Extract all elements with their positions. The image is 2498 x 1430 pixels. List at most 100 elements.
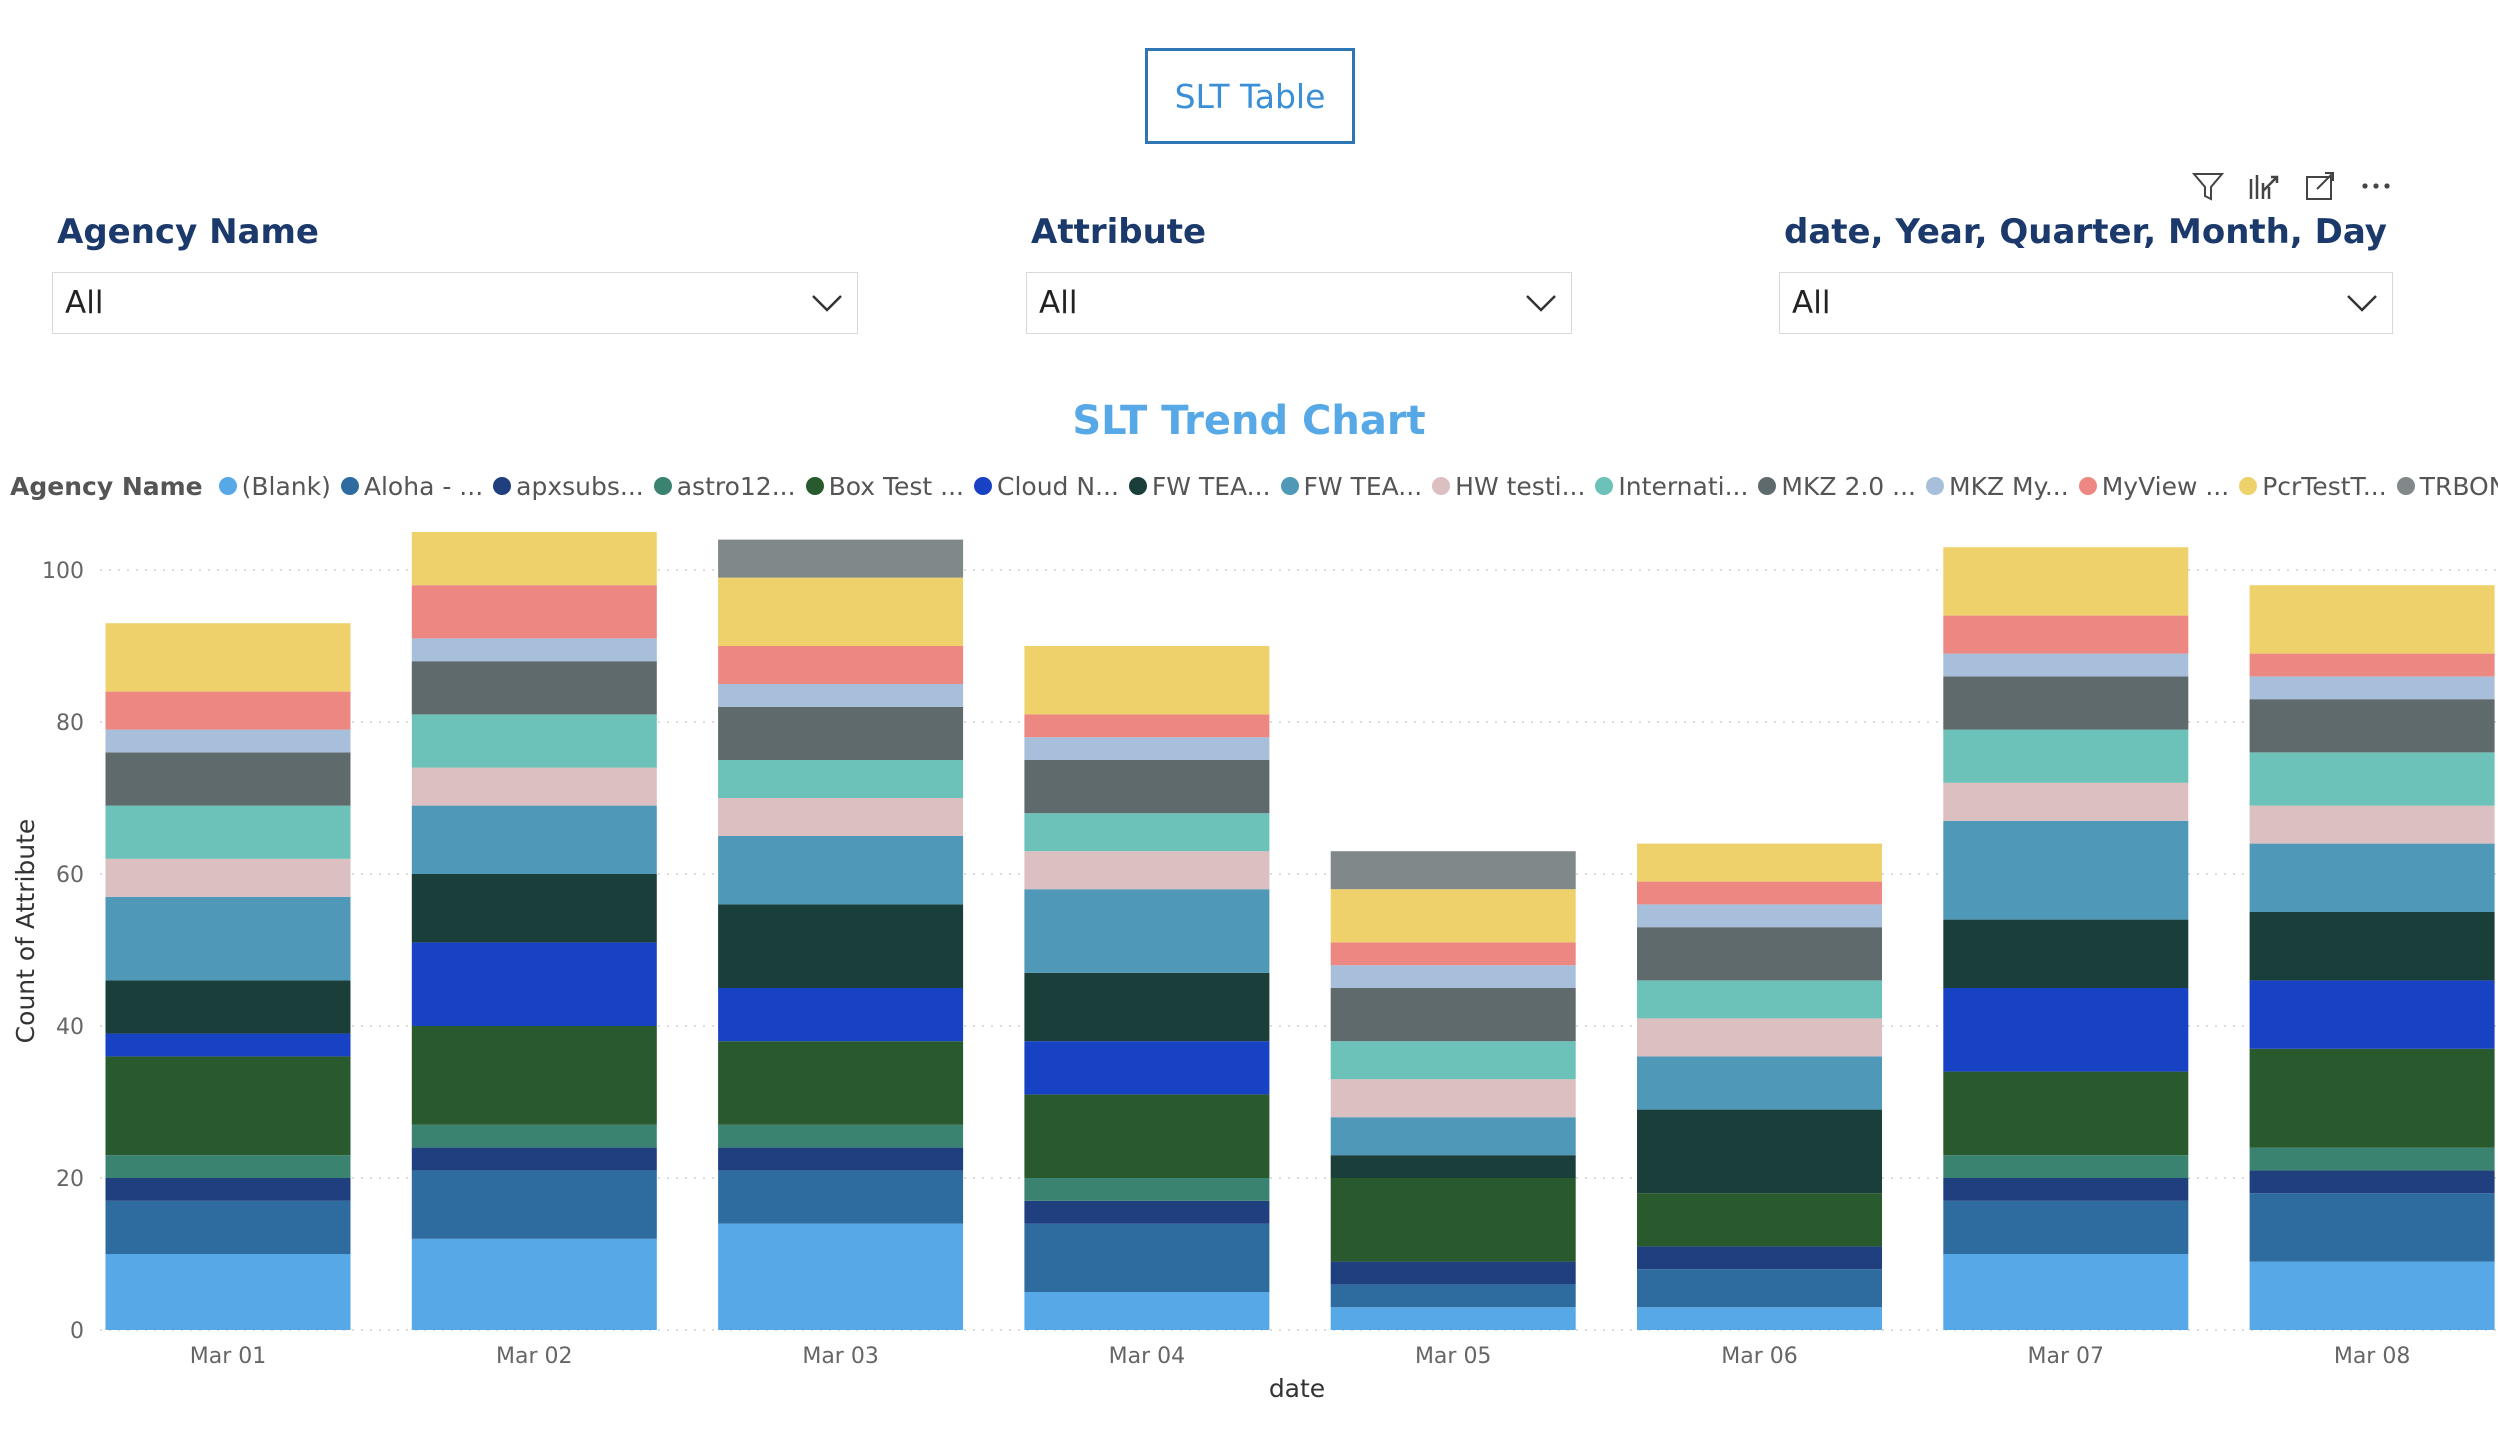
bar-segment[interactable]: [105, 1056, 351, 1156]
bar-segment[interactable]: [411, 767, 657, 806]
legend-item[interactable]: PcrTestT...: [2239, 472, 2387, 501]
legend-item[interactable]: MyView ...: [2078, 472, 2229, 501]
bar-segment[interactable]: [411, 661, 657, 715]
bar-segment[interactable]: [411, 805, 657, 874]
bar-segment[interactable]: [718, 539, 964, 578]
bar-segment[interactable]: [1024, 760, 1270, 814]
bar-segment[interactable]: [105, 805, 351, 859]
bar-segment[interactable]: [1637, 1193, 1882, 1247]
slt-table-button[interactable]: SLT Table: [1145, 48, 1355, 144]
bar-segment[interactable]: [1024, 813, 1270, 852]
bar-segment[interactable]: [411, 942, 657, 1026]
bar-segment[interactable]: [105, 1155, 351, 1178]
legend-item[interactable]: MKZ My...: [1926, 472, 2069, 501]
bar-segment[interactable]: [718, 646, 964, 684]
bar-segment[interactable]: [1943, 1071, 2189, 1156]
bar-segment[interactable]: [2249, 912, 2495, 981]
bar-segment[interactable]: [1330, 965, 1576, 988]
bar-segment[interactable]: [1943, 988, 2189, 1072]
bar-segment[interactable]: [105, 896, 351, 981]
legend-item[interactable]: FW TEA...: [1280, 472, 1422, 501]
bar-segment[interactable]: [1330, 1178, 1576, 1262]
bar-segment[interactable]: [1637, 1307, 1882, 1330]
bar-segment[interactable]: [411, 638, 657, 662]
bar-segment[interactable]: [1637, 1246, 1882, 1270]
bar-segment[interactable]: [718, 706, 964, 760]
bar-segment[interactable]: [1024, 1094, 1270, 1178]
bar-segment[interactable]: [2249, 1170, 2495, 1194]
bar-segment[interactable]: [1637, 904, 1882, 928]
bar-segment[interactable]: [105, 691, 351, 730]
legend-item[interactable]: MKZ 2.0 ...: [1758, 472, 1916, 501]
bar-segment[interactable]: [718, 684, 964, 707]
bar-segment[interactable]: [1024, 1223, 1270, 1292]
legend-item[interactable]: FW TEA...: [1128, 472, 1271, 501]
bar-segment[interactable]: [1637, 843, 1882, 882]
legend-item[interactable]: Aloha - ...: [340, 472, 483, 501]
bar-segment[interactable]: [1943, 1254, 2189, 1330]
focus-mode-icon[interactable]: [2302, 168, 2338, 204]
bar-segment[interactable]: [1330, 1041, 1576, 1080]
legend-item[interactable]: HW testi...: [1432, 472, 1585, 501]
bar-segment[interactable]: [2249, 752, 2495, 806]
bar-segment[interactable]: [1637, 1109, 1882, 1194]
bar-segment[interactable]: [1637, 980, 1882, 1019]
bar-segment[interactable]: [1943, 820, 2189, 920]
bar-segment[interactable]: [2249, 1193, 2495, 1262]
bar-segment[interactable]: [1637, 1056, 1882, 1110]
bar-segment[interactable]: [1943, 676, 2189, 730]
bar-segment[interactable]: [411, 714, 657, 768]
bar-segment[interactable]: [411, 585, 657, 639]
bar-segment[interactable]: [105, 980, 351, 1034]
bar-segment[interactable]: [105, 1254, 351, 1330]
more-options-icon[interactable]: [2358, 168, 2394, 204]
bar-segment[interactable]: [2249, 585, 2495, 654]
bar-segment[interactable]: [1637, 927, 1882, 981]
bar-segment[interactable]: [105, 752, 351, 806]
legend-item[interactable]: Cloud N...: [974, 472, 1119, 501]
bar-segment[interactable]: [1637, 881, 1882, 905]
bar-segment[interactable]: [105, 1200, 351, 1254]
bar-segment[interactable]: [105, 623, 351, 692]
legend-item[interactable]: Internati...: [1595, 472, 1748, 501]
bar-segment[interactable]: [1330, 1117, 1576, 1156]
bar-segment[interactable]: [411, 532, 657, 586]
bar-segment[interactable]: [2249, 805, 2495, 844]
bar-segment[interactable]: [1024, 1292, 1270, 1330]
bar-segment[interactable]: [1330, 988, 1576, 1042]
bar-segment[interactable]: [1943, 919, 2189, 988]
bar-segment[interactable]: [1024, 737, 1270, 760]
bar-segment[interactable]: [2249, 653, 2495, 677]
bar-segment[interactable]: [411, 1238, 657, 1330]
bar-segment[interactable]: [2249, 1147, 2495, 1171]
bar-segment[interactable]: [1943, 1200, 2189, 1254]
bar-segment[interactable]: [1943, 782, 2189, 821]
bar-segment[interactable]: [1943, 615, 2189, 654]
legend-item[interactable]: (Blank): [218, 472, 331, 501]
bar-segment[interactable]: [1330, 942, 1576, 966]
bar-segment[interactable]: [411, 1026, 657, 1125]
bar-segment[interactable]: [2249, 676, 2495, 700]
bar-segment[interactable]: [1330, 851, 1576, 890]
bar-segment[interactable]: [718, 577, 964, 646]
bar-segment[interactable]: [105, 858, 351, 897]
legend-item[interactable]: TRBONe...: [2396, 472, 2498, 501]
filter-icon[interactable]: [2190, 168, 2226, 204]
bar-segment[interactable]: [1330, 1284, 1576, 1308]
bar-segment[interactable]: [411, 1147, 657, 1171]
legend-item[interactable]: Box Test ...: [805, 472, 964, 501]
drill-icon[interactable]: [2246, 168, 2282, 204]
bar-segment[interactable]: [1943, 1155, 2189, 1178]
bar-segment[interactable]: [1024, 889, 1270, 973]
bar-segment[interactable]: [1637, 1018, 1882, 1057]
bar-segment[interactable]: [1943, 1178, 2189, 1201]
bar-segment[interactable]: [2249, 843, 2495, 912]
bar-segment[interactable]: [411, 1124, 657, 1148]
bar-segment[interactable]: [1330, 1079, 1576, 1118]
bar-segment[interactable]: [411, 1170, 657, 1239]
bar-segment[interactable]: [1943, 729, 2189, 783]
bar-segment[interactable]: [2249, 699, 2495, 753]
bar-segment[interactable]: [2249, 980, 2495, 1049]
bar-segment[interactable]: [718, 904, 964, 988]
bar-segment[interactable]: [105, 729, 351, 753]
